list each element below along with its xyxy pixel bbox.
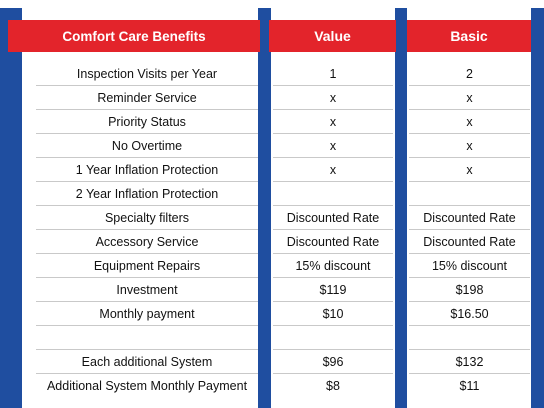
table-row: Investment $119 $198 xyxy=(0,278,544,302)
right-blue-bar xyxy=(531,8,544,408)
basic-plan-cell: Discounted Rate xyxy=(409,230,530,254)
feature-label: 2 Year Inflation Protection xyxy=(36,182,258,206)
feature-label: 1 Year Inflation Protection xyxy=(36,158,258,182)
basic-plan-cell: $198 xyxy=(409,278,530,302)
table-row: Monthly payment $10 $16.50 xyxy=(0,302,544,326)
basic-plan-cell xyxy=(409,326,530,350)
table-row: Priority Status x x xyxy=(0,110,544,134)
basic-plan-cell: $11 xyxy=(459,378,480,393)
feature-label: Priority Status xyxy=(36,110,258,134)
feature-label: Monthly payment xyxy=(36,302,258,326)
basic-plan-cell: Discounted Rate xyxy=(409,206,530,230)
basic-plan-cell: 15% discount xyxy=(409,254,530,278)
basic-plan-cell: $16.50 xyxy=(409,302,530,326)
feature-label: No Overtime xyxy=(36,134,258,158)
feature-label: Reminder Service xyxy=(36,86,258,110)
table-row-spacer xyxy=(0,326,544,350)
value-plan-cell: x xyxy=(273,86,393,110)
basic-plan-cell: x xyxy=(409,86,530,110)
value-plan-cell: Discounted Rate xyxy=(273,206,393,230)
table-row: Accessory Service Discounted Rate Discou… xyxy=(0,230,544,254)
value-plan-cell: x xyxy=(273,134,393,158)
basic-plan-cell: $132 xyxy=(409,350,530,374)
value-plan-cell: x xyxy=(273,110,393,134)
value-plan-cell: 1 xyxy=(273,62,393,86)
table-row: Equipment Repairs 15% discount 15% disco… xyxy=(0,254,544,278)
basic-plan-header: Basic xyxy=(407,20,531,52)
table-row: Specialty filters Discounted Rate Discou… xyxy=(0,206,544,230)
value-plan-cell: Discounted Rate xyxy=(273,230,393,254)
value-plan-cell xyxy=(273,182,393,206)
feature-label: Additional System Monthly Payment xyxy=(46,378,248,393)
table-row: 2 Year Inflation Protection xyxy=(0,182,544,206)
value-plan-cell xyxy=(273,326,393,350)
table-row: Inspection Visits per Year 1 2 xyxy=(0,62,544,86)
basic-plan-cell: x xyxy=(409,134,530,158)
feature-label: Equipment Repairs xyxy=(36,254,258,278)
table-row: No Overtime x x xyxy=(0,134,544,158)
table-row: Each additional System $96 $132 xyxy=(0,350,544,374)
value-plan-cell: $10 xyxy=(273,302,393,326)
value-plan-cell: $96 xyxy=(273,350,393,374)
feature-label: Specialty filters xyxy=(36,206,258,230)
feature-label xyxy=(36,326,258,350)
left-blue-bar xyxy=(0,8,22,408)
feature-label: Each additional System xyxy=(36,350,258,374)
value-plan-cell: $119 xyxy=(273,278,393,302)
feature-label: Investment xyxy=(36,278,258,302)
value-plan-cell: $8 xyxy=(326,378,340,393)
value-plan-header: Value xyxy=(269,20,396,52)
table-row: Reminder Service x x xyxy=(0,86,544,110)
basic-plan-cell: x xyxy=(409,110,530,134)
column-divider-bar-1 xyxy=(258,8,271,408)
feature-label: Accessory Service xyxy=(36,230,258,254)
column-divider-bar-2 xyxy=(395,8,407,408)
features-column-header: Comfort Care Benefits xyxy=(8,20,260,52)
value-plan-cell: x xyxy=(273,158,393,182)
basic-plan-cell: x xyxy=(409,158,530,182)
table-row: Additional System Monthly Payment $8 $11 xyxy=(0,374,544,398)
value-plan-cell: 15% discount xyxy=(273,254,393,278)
basic-plan-cell xyxy=(409,182,530,206)
table-row: 1 Year Inflation Protection x x xyxy=(0,158,544,182)
basic-plan-cell: 2 xyxy=(409,62,530,86)
feature-label: Inspection Visits per Year xyxy=(36,62,258,86)
